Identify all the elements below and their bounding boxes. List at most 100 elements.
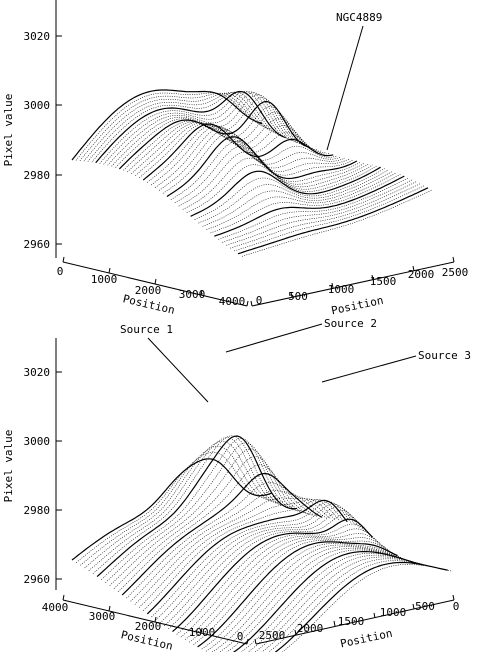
surface-trace: [150, 125, 342, 186]
bottom-left-tick-label: 4000: [42, 601, 69, 614]
surface-trace: [76, 451, 277, 563]
top-right-tick-label: 1500: [370, 275, 397, 288]
surface-trace: [237, 187, 429, 255]
bottom-right-axis-label: Position: [339, 627, 394, 651]
surface-trace: [96, 435, 298, 578]
bottom-right-tick: [373, 612, 376, 619]
top-right-tick: [452, 256, 455, 263]
annotation-source-2: Source 2: [324, 317, 377, 330]
annotation-source-3: Source 3: [418, 349, 471, 362]
surface-trace: [99, 90, 290, 164]
surface-trace: [190, 166, 381, 217]
bottom-right-tick: [294, 629, 297, 636]
bottom-z-tick-label: 3020: [24, 366, 51, 379]
top-right-tick-label: 2000: [408, 268, 435, 281]
surface-trace: [107, 92, 298, 166]
bottom-right-tick: [254, 638, 257, 645]
surface-trace: [135, 122, 326, 176]
surface-trace: [71, 458, 273, 561]
surface-trace: [184, 533, 386, 640]
top-right-tick-label: 500: [288, 290, 308, 303]
surface-trace: [230, 183, 421, 249]
bottom-left-tick: [246, 638, 249, 645]
surface-trace: [193, 540, 394, 645]
top-right-tick: [290, 291, 293, 298]
surface-trace: [155, 503, 356, 621]
surface-trace: [197, 541, 398, 648]
surface-trace: [158, 129, 350, 191]
surface-trace: [142, 123, 334, 181]
bottom-left-tick: [154, 616, 157, 623]
surface-trace: [261, 558, 440, 652]
surface-trace: [113, 456, 314, 589]
bottom-z-axis-label: Pixel value: [2, 430, 15, 503]
bottom-z-tick-label: 3000: [24, 435, 51, 448]
surface-trace: [274, 561, 448, 652]
annotation-ngc4889-pointer: [326, 25, 364, 151]
surface-trace: [205, 544, 407, 652]
surface-trace: [189, 537, 390, 643]
surface-trace: [194, 168, 385, 220]
bottom-left-tick: [200, 627, 203, 634]
surface-trace: [172, 518, 373, 633]
surface-trace: [130, 490, 331, 602]
surface-trace: [87, 92, 278, 162]
surface-trace: [170, 140, 361, 200]
surface-trace: [142, 499, 344, 611]
surface-trace: [123, 106, 314, 171]
bottom-left-tick: [62, 594, 65, 601]
bottom-wireframe: [71, 435, 453, 652]
surface-trace: [109, 448, 310, 586]
bottom-right-tick-label: 2500: [259, 629, 286, 642]
surface-trace: [146, 124, 338, 183]
surface-trace: [232, 551, 423, 652]
top-right-tick-label: 0: [256, 294, 263, 307]
top-right-tick-label: 1000: [328, 283, 355, 296]
top-right-tick: [412, 265, 415, 272]
surface-trace: [101, 438, 302, 580]
surface-trace: [162, 132, 354, 194]
top-z-tick-label: 2980: [24, 169, 51, 182]
top-left-tick: [108, 267, 111, 274]
top-left-tick-label: 1000: [91, 273, 118, 286]
bottom-left-tick: [108, 605, 111, 612]
top-z-tick-label: 3000: [24, 99, 51, 112]
bottom-left-tick-label: 2000: [135, 620, 162, 633]
surface-trace: [186, 164, 377, 214]
surface-trace: [154, 127, 346, 188]
surface-trace: [268, 560, 444, 652]
bottom-right-tick-label: 0: [453, 600, 460, 613]
annotation-source-1: Source 1: [120, 323, 173, 336]
bottom-right-tick: [452, 594, 455, 601]
top-z-tick-label: 3020: [24, 30, 51, 43]
surface-trace: [92, 435, 293, 574]
surface-trace: [80, 445, 281, 566]
surface-trace: [206, 172, 397, 230]
bottom-right-tick-label: 500: [415, 600, 435, 613]
surface-trace: [182, 157, 373, 210]
bottom-right-tick-label: 2000: [297, 622, 324, 635]
surface-trace: [166, 136, 358, 198]
top-left-tick-label: 2000: [135, 284, 162, 297]
surface-trace: [219, 547, 415, 652]
bottom-left-tick-label: 1000: [189, 626, 216, 639]
surface-trace: [126, 481, 327, 599]
surface-trace: [214, 175, 405, 237]
surface-trace: [240, 552, 427, 652]
top-wireframe: [71, 89, 433, 257]
surface-trace: [180, 528, 381, 638]
surface-trace: [163, 509, 365, 627]
surface-trace: [139, 123, 330, 179]
bottom-right-axis: [255, 599, 455, 645]
surface-trace: [254, 556, 436, 652]
surface-trace: [168, 514, 369, 630]
bottom-z-tick-label: 2980: [24, 504, 51, 517]
surface-trace: [159, 506, 361, 624]
annotation-source-3-pointer: [321, 355, 417, 383]
surface-trace: [83, 92, 274, 162]
surface-trace: [226, 181, 417, 246]
top-z-tick-label: 2960: [24, 238, 51, 251]
surface-trace: [222, 179, 413, 243]
surface-trace: [202, 171, 393, 227]
surface-trace: [95, 90, 286, 164]
